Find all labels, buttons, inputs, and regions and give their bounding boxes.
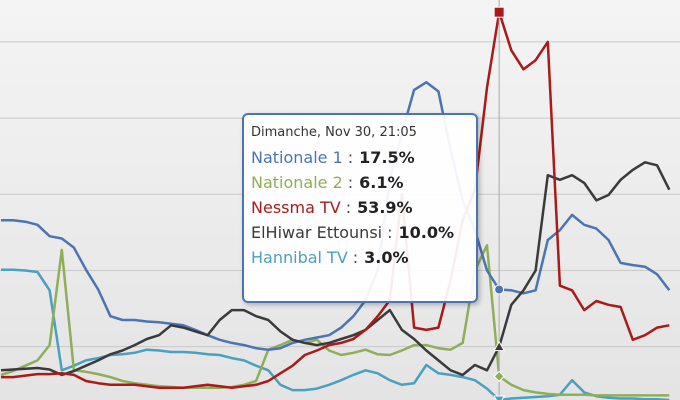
tooltip-value: 10.0% bbox=[398, 223, 454, 242]
hover-marker bbox=[493, 340, 505, 352]
tooltip-row: Nessma TV:53.9% bbox=[251, 195, 468, 220]
tooltip-separator: : bbox=[345, 198, 352, 217]
tooltip-value: 6.1% bbox=[359, 173, 404, 192]
tooltip-series-name: ElHiwar Ettounsi bbox=[251, 223, 383, 242]
tooltip: Dimanche, Nov 30, 21:05 Nationale 1:17.5… bbox=[242, 113, 478, 303]
tooltip-series-name: Nationale 2 bbox=[251, 173, 343, 192]
tooltip-row: Nationale 1:17.5% bbox=[251, 145, 468, 170]
tooltip-title: Dimanche, Nov 30, 21:05 bbox=[251, 125, 417, 140]
tooltip-series-name: Hannibal TV bbox=[251, 248, 348, 267]
hover-marker bbox=[493, 370, 505, 383]
tooltip-row: Nationale 2:6.1% bbox=[251, 170, 468, 195]
tooltip-separator: : bbox=[347, 173, 354, 192]
tooltip-row: ElHiwar Ettounsi:10.0% bbox=[251, 220, 468, 245]
tooltip-row: Hannibal TV:3.0% bbox=[251, 245, 468, 270]
series-line bbox=[0, 244, 670, 397]
tooltip-value: 53.9% bbox=[357, 198, 413, 217]
tooltip-value: 17.5% bbox=[359, 148, 415, 167]
tooltip-series-name: Nationale 1 bbox=[251, 148, 343, 167]
tooltip-separator: : bbox=[352, 248, 359, 267]
tooltip-separator: : bbox=[387, 223, 393, 242]
tooltip-series-name: Nessma TV bbox=[251, 198, 341, 217]
series-line bbox=[0, 161, 671, 377]
tooltip-value: 3.0% bbox=[364, 248, 409, 267]
hover-marker bbox=[494, 284, 505, 295]
hover-marker bbox=[493, 6, 505, 18]
tooltip-separator: : bbox=[347, 148, 354, 167]
hover-marker bbox=[493, 395, 505, 400]
series-line bbox=[1, 10, 670, 390]
